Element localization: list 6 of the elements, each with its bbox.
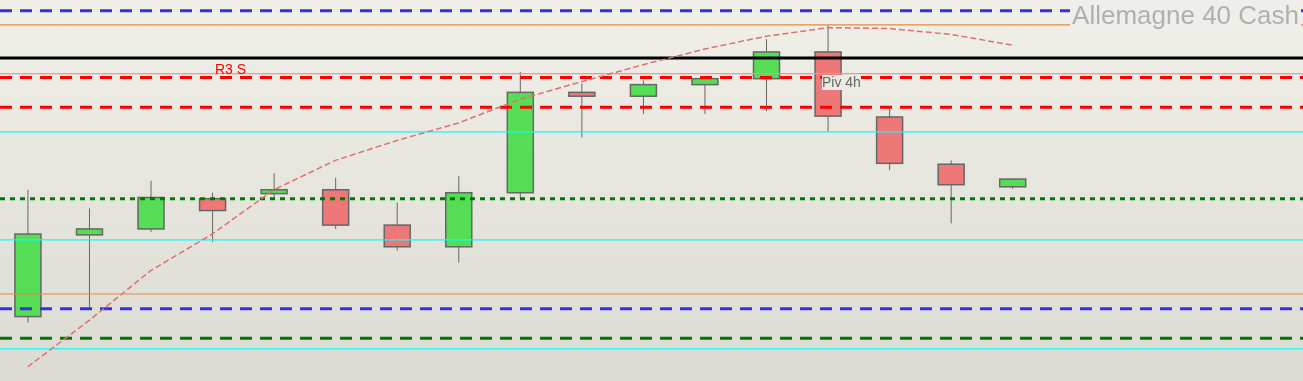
candlestick xyxy=(568,82,596,138)
ref-line-label: R3 S xyxy=(215,61,247,78)
candlestick xyxy=(260,172,288,198)
text: Allemagne 40 Cash xyxy=(1070,0,1301,30)
candlestick xyxy=(75,207,104,309)
annotation: Piv 4h xyxy=(822,74,861,90)
